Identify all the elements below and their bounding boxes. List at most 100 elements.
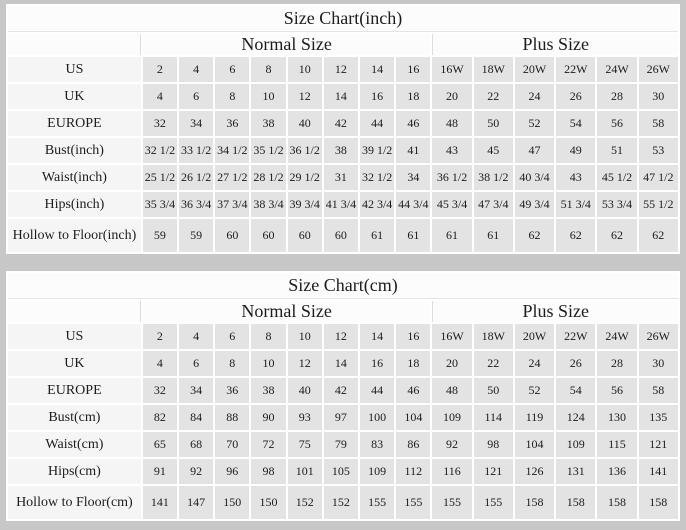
size-value-cell: 155 [432, 486, 472, 519]
row-label: Bust(inch) [8, 138, 141, 163]
table-title-inch: Size Chart(inch) [8, 6, 678, 32]
size-value-cell: 90 [251, 405, 286, 430]
row-label: UK [8, 351, 141, 376]
size-value-cell: 82 [142, 405, 177, 430]
size-value-cell: 33 1/2 [179, 138, 214, 163]
size-value-cell: 61 [473, 219, 513, 252]
size-value-cell: 29 1/2 [287, 165, 322, 190]
size-value-cell: 4 [179, 324, 214, 349]
size-value-cell: 44 [360, 111, 395, 136]
size-value-cell: 12 [323, 324, 359, 349]
size-value-cell: 45 [473, 138, 513, 163]
size-value-cell: 55 1/2 [638, 192, 678, 217]
size-value-cell: 124 [556, 405, 596, 430]
size-value-cell: 48 [432, 378, 472, 403]
size-value-cell: 27 1/2 [215, 165, 250, 190]
size-value-cell: 16W [432, 324, 472, 349]
size-value-cell: 121 [638, 432, 678, 457]
size-value-cell: 36 1/2 [432, 165, 472, 190]
size-value-cell: 49 3/4 [514, 192, 555, 217]
size-value-cell: 28 [597, 84, 637, 109]
size-chart-inch-table: Size Chart(inch) Normal Size Plus Size U… [6, 4, 680, 254]
size-value-cell: 24W [597, 324, 637, 349]
size-value-cell: 62 [556, 219, 596, 252]
size-value-cell: 92 [179, 459, 214, 484]
size-value-cell: 26W [638, 57, 678, 82]
table-row: Bust(inch) 32 1/2 33 1/2 34 1/2 35 1/2 36 1/2… [8, 138, 678, 163]
size-value-cell: 92 [432, 432, 472, 457]
size-value-cell: 79 [323, 432, 359, 457]
size-value-cell: 53 [638, 138, 678, 163]
size-value-cell: 12 [323, 57, 359, 82]
size-value-cell: 20W [514, 324, 555, 349]
size-value-cell: 26 [556, 84, 596, 109]
size-value-cell: 114 [473, 405, 513, 430]
table-row: EUROPE 32 34 36 38 40 42 44 46 48 50 52 54 56 58 [8, 111, 678, 136]
size-value-cell: 84 [179, 405, 214, 430]
row-label: Hollow to Floor(inch) [8, 219, 141, 252]
size-value-cell: 18 [396, 84, 431, 109]
size-value-cell: 60 [251, 219, 286, 252]
size-value-cell: 41 [396, 138, 431, 163]
size-value-cell: 56 [597, 378, 637, 403]
size-value-cell: 47 [514, 138, 555, 163]
size-value-cell: 8 [251, 57, 286, 82]
size-value-cell: 100 [360, 405, 395, 430]
size-value-cell: 12 [287, 84, 322, 109]
size-value-cell: 116 [432, 459, 472, 484]
size-value-cell: 155 [396, 486, 431, 519]
table-row: Hollow to Floor(inch) 59 59 60 60 60 60 61 61 61 6… [8, 219, 678, 252]
size-value-cell: 105 [323, 459, 359, 484]
size-value-cell: 37 3/4 [215, 192, 250, 217]
size-value-cell: 130 [597, 405, 637, 430]
size-value-cell: 126 [514, 459, 555, 484]
size-value-cell: 60 [287, 219, 322, 252]
size-value-cell: 109 [360, 459, 395, 484]
size-value-cell: 16 [396, 324, 431, 349]
size-value-cell: 32 1/2 [142, 138, 178, 163]
row-label: Waist(inch) [8, 165, 141, 190]
row-label: UK [8, 84, 141, 109]
size-value-cell: 10 [251, 84, 286, 109]
size-value-cell: 155 [473, 486, 513, 519]
table-row: Bust(cm) 82 84 88 90 93 97 100 104 109 114 119 124 13… [8, 405, 678, 430]
size-value-cell: 42 3/4 [360, 192, 395, 217]
size-value-cell: 2 [142, 57, 178, 82]
size-value-cell: 6 [215, 57, 250, 82]
size-value-cell: 61 [432, 219, 472, 252]
size-value-cell: 38 [251, 111, 286, 136]
size-value-cell: 47 3/4 [473, 192, 513, 217]
size-value-cell: 18W [473, 57, 513, 82]
size-value-cell: 30 [638, 351, 678, 376]
size-value-cell: 24 [514, 84, 555, 109]
group-header-row: Normal Size Plus Size [8, 301, 678, 322]
row-label: Bust(cm) [8, 405, 141, 430]
size-value-cell: 45 1/2 [597, 165, 637, 190]
size-value-cell: 28 1/2 [251, 165, 286, 190]
cm-table-body: US 2 4 6 8 10 12 14 16 16W 18W 20W 22W 24W 26W UK 4 6 8 10 1… [8, 324, 678, 519]
table-row: Waist(inch) 25 1/2 26 1/2 27 1/2 28 1/2 29 1/… [8, 165, 678, 190]
size-value-cell: 14 [360, 324, 395, 349]
size-value-cell: 20 [432, 84, 472, 109]
size-value-cell: 65 [142, 432, 177, 457]
size-value-cell: 88 [215, 405, 250, 430]
size-value-cell: 131 [556, 459, 596, 484]
size-value-cell: 96 [215, 459, 250, 484]
size-value-cell: 50 [473, 378, 513, 403]
size-value-cell: 150 [251, 486, 286, 519]
size-value-cell: 22 [473, 351, 513, 376]
table-row: US 2 4 6 8 10 12 14 16 16W 18W 20W 22W 24W 26W [8, 57, 678, 82]
size-value-cell: 46 [396, 378, 431, 403]
size-value-cell: 54 [556, 111, 596, 136]
size-value-cell: 60 [215, 219, 250, 252]
size-value-cell: 109 [432, 405, 472, 430]
size-value-cell: 16 [360, 351, 395, 376]
size-value-cell: 8 [251, 324, 286, 349]
size-value-cell: 104 [514, 432, 555, 457]
size-value-cell: 36 [215, 111, 250, 136]
size-value-cell: 30 [638, 84, 678, 109]
size-value-cell: 112 [396, 459, 431, 484]
size-value-cell: 42 [323, 378, 359, 403]
title-row: Size Chart(inch) [8, 6, 678, 32]
size-value-cell: 60 [323, 219, 359, 252]
